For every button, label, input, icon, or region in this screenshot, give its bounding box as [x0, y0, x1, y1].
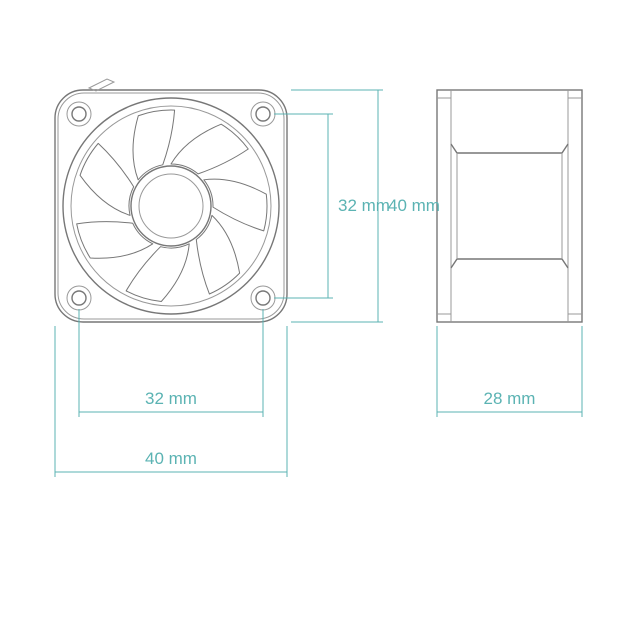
front-view — [55, 79, 287, 322]
side-view — [437, 90, 582, 322]
dim-width-inner: 32 mm — [145, 389, 197, 408]
dim-height-outer: 40 mm — [388, 196, 440, 215]
dim-height-inner: 32 mm — [338, 196, 390, 215]
technical-drawing: 40 mm32 mm32 mm40 mm28 mm — [0, 0, 640, 640]
dim-width-outer: 40 mm — [145, 449, 197, 468]
dim-depth: 28 mm — [484, 389, 536, 408]
